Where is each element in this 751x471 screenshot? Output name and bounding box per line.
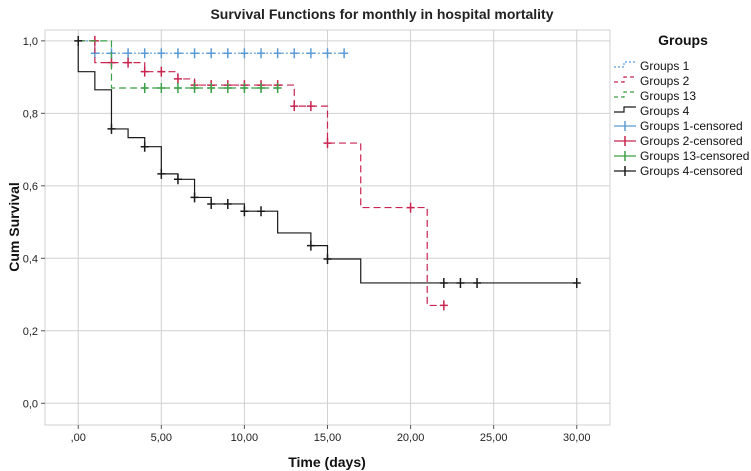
censor-mark-groups-4 [173,174,182,185]
legend-label: Groups 2-censored [640,134,743,148]
censor-mark-groups-4 [140,141,149,152]
chart-title: Survival Functions for monthly in hospit… [210,6,553,22]
censor-mark-groups-4 [439,277,448,288]
censor-mark-groups-1 [207,48,216,59]
legend-label: Groups 13 [640,89,696,103]
censor-mark-groups-1 [223,48,232,59]
censor-mark-groups-4 [323,254,332,265]
legend-swatch [614,61,636,68]
censor-mark-groups-13 [173,82,182,93]
censor-mark-groups-2 [157,66,166,77]
censor-mark-groups-1 [190,48,199,59]
km-curve-groups-13 [78,40,278,89]
censor-mark-groups-2 [323,138,332,149]
legend-label: Groups 4 [640,104,690,118]
legend-label: Groups 4-censored [640,164,743,178]
legend-title: Groups [658,32,708,48]
censor-mark-groups-2 [290,101,299,112]
km-curve-groups-4 [77,40,577,284]
series-groups-13 [78,40,282,93]
x-tick-label: 15,00 [314,432,342,444]
censor-mark-groups-4 [456,277,465,288]
censor-mark-groups-1 [173,48,182,59]
censor-mark-groups-2 [439,300,448,311]
legend-swatch [614,106,636,113]
x-tick-label: 10,00 [231,432,259,444]
y-tick-label: 0,4 [23,253,38,265]
x-tick-label: 5,00 [151,432,172,444]
censor-mark-groups-4 [473,277,482,288]
legend-item-groups-13-censored: Groups 13-censored [614,149,749,163]
legend-label: Groups 13-censored [640,149,749,163]
legend-item-groups-13: Groups 13 [614,89,696,103]
censor-mark-groups-2 [124,57,133,68]
censor-mark-groups-1 [240,48,249,59]
x-tick-label: 20,00 [397,432,425,444]
y-tick-label: 0,2 [23,326,38,338]
legend-item-groups-4-censored: Groups 4-censored [614,164,743,178]
censor-mark-groups-13 [157,82,166,93]
x-tick-label: 25,00 [480,432,508,444]
censor-mark-groups-2 [306,101,315,112]
legend-item-groups-4: Groups 4 [614,104,690,118]
censor-mark-groups-13 [273,82,282,93]
x-axis-label: Time (days) [288,454,366,470]
censor-mark-groups-4 [572,277,581,288]
axes: ,00 5,00 10,00 15,00 20,00 25,00 30,00 0,0 0,2 0,… [23,36,591,444]
censor-mark-groups-1 [306,48,315,59]
legend-label: Groups 2 [640,74,690,88]
legend-item-groups-2-censored: Groups 2-censored [614,134,743,148]
series-layer [74,35,581,311]
series-groups-1 [78,40,349,59]
censor-mark-groups-13 [240,82,249,93]
x-tick-label: 30,00 [563,432,591,444]
legend-swatch [614,76,636,83]
censor-mark-groups-4 [74,35,83,46]
censor-mark-groups-13 [223,82,232,93]
censor-mark-groups-13 [190,82,199,93]
legend-item-groups-2: Groups 2 [614,74,690,88]
censor-mark-groups-4 [107,123,116,134]
censor-mark-groups-2 [140,66,149,77]
censor-mark-groups-1 [140,48,149,59]
censor-mark-groups-4 [190,192,199,203]
censor-mark-groups-1 [323,48,332,59]
legend-item-groups-1: Groups 1 [614,59,690,73]
km-curve-groups-1 [78,40,345,54]
censor-mark-groups-2 [173,73,182,84]
censor-mark-groups-4 [207,198,216,209]
censor-mark-groups-1 [290,48,299,59]
series-groups-4 [74,35,581,288]
censor-mark-groups-4 [306,240,315,251]
censor-mark-groups-1 [340,48,349,59]
legend-label: Groups 1 [640,59,690,73]
y-tick-label: 0,6 [23,181,38,193]
censor-mark-groups-4 [257,206,266,217]
censor-mark-groups-4 [240,206,249,217]
censor-mark-groups-1 [157,48,166,59]
y-tick-label: 1,0 [23,36,38,48]
censor-mark-groups-4 [223,198,232,209]
censor-mark-groups-13 [140,82,149,93]
y-tick-label: 0,0 [23,398,38,410]
censor-mark-groups-1 [273,48,282,59]
legend-swatch [614,91,636,98]
y-tick-label: 0,8 [23,108,38,120]
censor-mark-groups-1 [257,48,266,59]
legend-label: Groups 1-censored [640,119,743,133]
x-tick-label: ,00 [71,432,86,444]
censor-mark-groups-2 [406,202,415,213]
censor-mark-groups-1 [124,48,133,59]
legend-item-groups-1-censored: Groups 1-censored [614,119,743,133]
censor-mark-groups-13 [257,82,266,93]
censor-mark-groups-4 [157,168,166,179]
censor-mark-groups-13 [207,82,216,93]
y-axis-label: Cum Survival [6,182,22,271]
